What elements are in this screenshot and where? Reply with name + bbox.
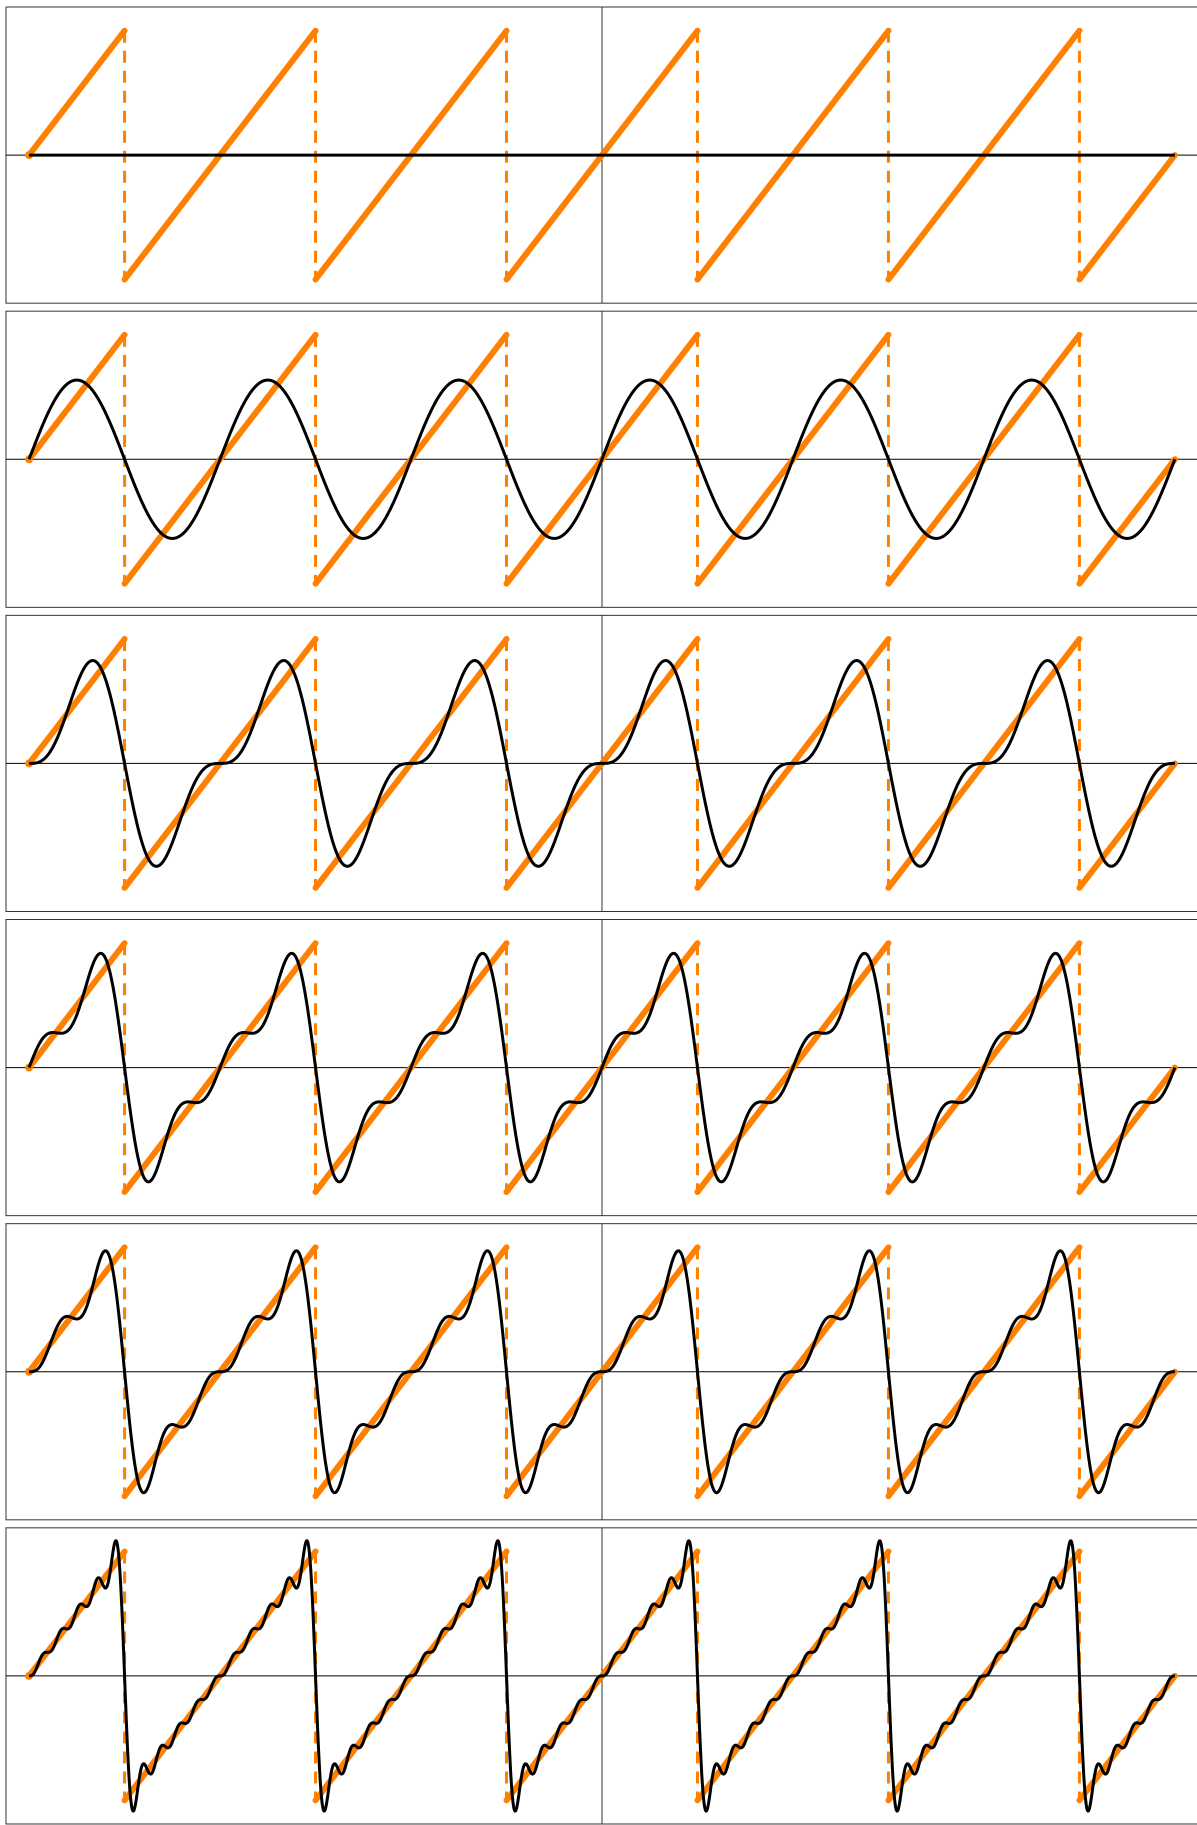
sawtooth-segment: [1076, 1368, 1178, 1500]
sawtooth-segment: [1076, 760, 1178, 891]
sawtooth-segment: [26, 331, 128, 463]
fourier-curve: [28, 1249, 1176, 1495]
sawtooth-segment: [1076, 1064, 1178, 1195]
sawtooth-segment: [26, 636, 128, 767]
sawtooth-segment: [26, 940, 128, 1071]
sawtooth-segment: [26, 1244, 128, 1375]
sawtooth-segment: [1076, 152, 1178, 283]
fourier-curve: [28, 1539, 1176, 1813]
fourier-curve: [27, 378, 1177, 540]
fourier-curve: [27, 951, 1177, 1184]
fourier-curve: [28, 659, 1176, 868]
sawtooth-segment: [1076, 456, 1178, 587]
sawtooth-segment: [26, 27, 128, 159]
